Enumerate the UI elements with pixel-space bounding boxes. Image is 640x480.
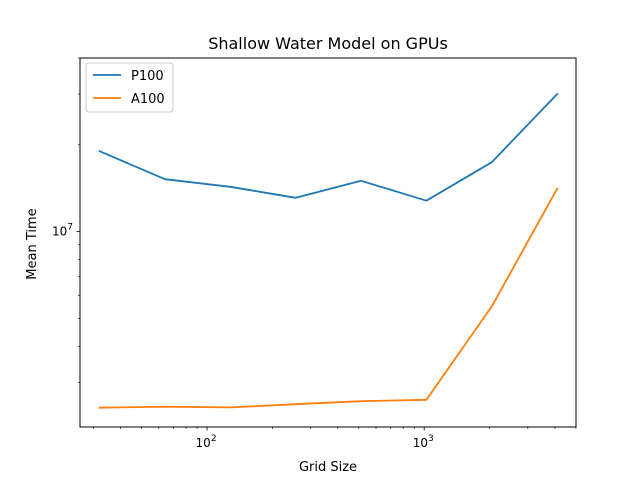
axes-frame	[79, 57, 577, 428]
series-layer	[98, 92, 559, 409]
x-tick-label: 103	[413, 434, 434, 450]
legend-label-p100: P100	[131, 69, 164, 84]
series-line-a100	[98, 187, 559, 409]
series-line-p100	[98, 92, 559, 202]
legend-label-a100: A100	[131, 92, 165, 107]
plot-area: 102 103 107	[52, 57, 577, 450]
y-axis-label: Mean Time	[25, 208, 40, 279]
legend: P100 A100	[85, 62, 174, 113]
tick-layer: 102 103 107	[52, 57, 577, 450]
chart-title: Shallow Water Model on GPUs	[208, 34, 448, 53]
y-tick-label: 107	[52, 223, 73, 239]
x-tick-label: 102	[196, 434, 217, 450]
x-axis-label: Grid Size	[299, 460, 357, 475]
